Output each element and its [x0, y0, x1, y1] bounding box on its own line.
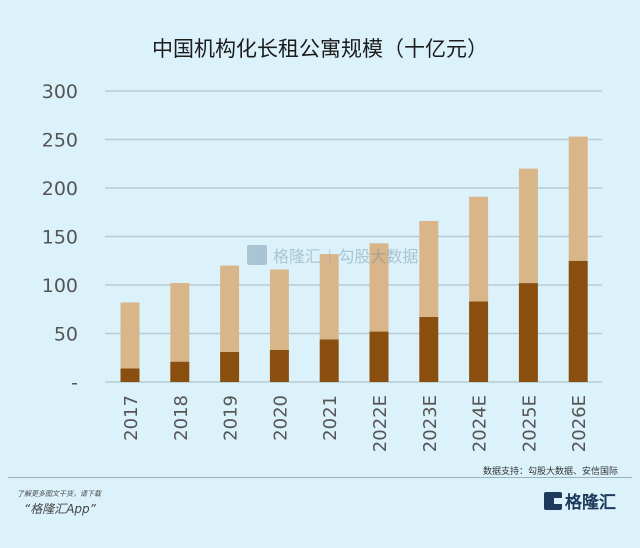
bar-segment-2026E-1 — [568, 136, 588, 261]
x-tick-label: 2019 — [221, 395, 242, 441]
bar-segment-2017-0 — [120, 368, 140, 382]
bar-segment-2025E-1 — [518, 168, 538, 284]
bar-segment-2020-1 — [269, 269, 289, 350]
bar-segment-2023E-0 — [419, 317, 439, 382]
bar-segment-2020-0 — [269, 349, 289, 382]
y-tick-label: 100 — [42, 275, 78, 297]
bar-segment-2024E-0 — [469, 301, 489, 382]
x-tick-label: 2017 — [121, 395, 142, 441]
logo-icon — [544, 491, 562, 510]
y-tick-label: 300 — [42, 81, 78, 103]
x-tick-label: 2018 — [171, 395, 192, 441]
x-tick-label: 2024E — [470, 395, 491, 452]
bar-segment-2021-0 — [319, 339, 339, 382]
y-tick-label: 50 — [54, 324, 78, 346]
x-tick-label: 2022E — [370, 395, 391, 452]
y-tick-label: 200 — [42, 178, 78, 200]
y-tick-label: - — [71, 372, 78, 394]
promo-app-name: “格隆汇App” — [24, 502, 96, 516]
bar-segment-2019-0 — [220, 351, 240, 382]
bar-segment-2018-0 — [170, 361, 190, 382]
bar-segment-2022E-0 — [369, 331, 389, 382]
bar-segment-2021-1 — [319, 253, 339, 340]
chart-title: 中国机构化长租公寓规模（十亿元） — [152, 37, 488, 61]
x-tick-label: 2021 — [320, 395, 341, 441]
brand-logo: 格隆汇 — [544, 488, 616, 513]
bar-segment-2022E-1 — [369, 243, 389, 332]
x-tick-label: 2025E — [519, 395, 540, 452]
stacked-bar-chart: - 50 100 150 200 250 300 2017 2018 2019 2020 2021 20… — [42, 81, 602, 452]
bar-segment-2025E-0 — [518, 283, 538, 382]
promo-text: 了解更多图文干货，请下载 — [17, 490, 101, 498]
x-tick-label: 2023E — [420, 395, 441, 452]
data-source: 数据支持：勾股大数据、安信国际 — [482, 467, 618, 477]
x-tick-label: 2020 — [270, 395, 291, 441]
bar-segment-2026E-0 — [568, 260, 588, 382]
bar-segment-2023E-1 — [419, 220, 439, 318]
x-tick-label: 2026E — [569, 395, 590, 452]
bar-segment-2019-1 — [220, 265, 240, 352]
bar-segment-2017-1 — [120, 302, 140, 369]
divider — [8, 477, 632, 478]
bar-segment-2024E-1 — [469, 196, 489, 302]
y-tick-label: 250 — [42, 130, 78, 152]
bar-segment-2018-1 — [170, 283, 190, 362]
y-tick-label: 150 — [42, 227, 78, 249]
